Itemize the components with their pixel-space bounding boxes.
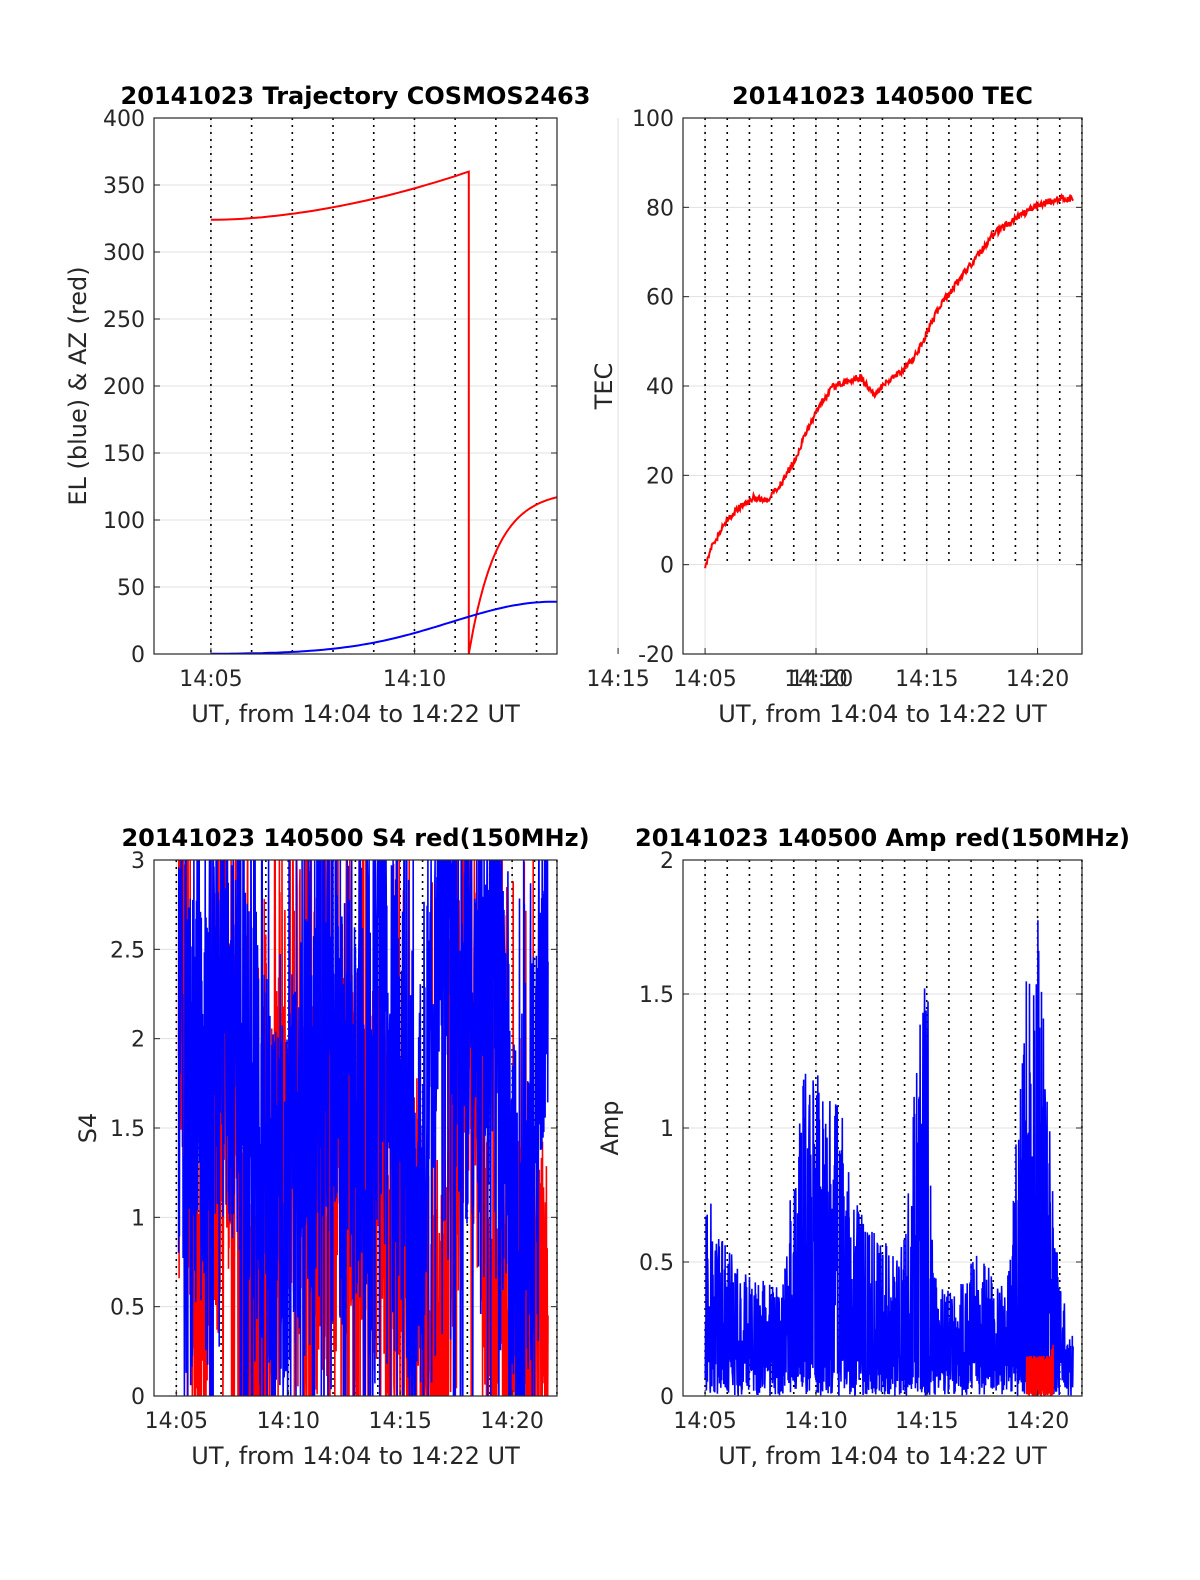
y-tick-label: 250 — [103, 308, 145, 333]
x-axis-label: UT, from 14:04 to 14:22 UT — [718, 700, 1047, 728]
x-tick-label: 14:15 — [895, 667, 958, 692]
series-line-amp-blue — [704, 920, 1074, 1396]
y-tick-label: 1 — [131, 1206, 145, 1231]
x-tick-label: 14:15 — [895, 1409, 958, 1434]
x-tick-label: 14:20 — [1006, 1409, 1069, 1434]
y-tick-label: 100 — [632, 107, 674, 132]
series-line-amp-red — [1025, 1344, 1054, 1396]
y-tick-label: 1.5 — [639, 983, 674, 1008]
y-tick-label: 0 — [131, 1385, 145, 1410]
series-line-s4-blue — [177, 860, 549, 1396]
series-line-tec — [704, 192, 1074, 569]
x-tick-label: 14:10 — [784, 667, 847, 692]
y-tick-label: 100 — [103, 509, 145, 534]
data-layer — [704, 920, 1074, 1396]
chart-title: 20141023 Trajectory COSMOS2463 — [121, 82, 591, 110]
y-tick-label: 0 — [660, 1385, 674, 1410]
x-tick-label: 14:20 — [1006, 667, 1069, 692]
amp-panel: 0 0.5 1 1.5 2 14:05 14:10 14:15 14:20 20141023 14… — [596, 824, 1130, 1470]
y-axis-label: Amp — [596, 1100, 624, 1155]
y-tick-label: 1 — [660, 1117, 674, 1142]
y-tick-label: 0.5 — [639, 1251, 674, 1276]
y-tick-label: 20 — [646, 464, 674, 489]
series-line-el — [210, 600, 557, 654]
x-tick-label: 14:10 — [784, 1409, 847, 1434]
x-tick-label: 14:20 — [790, 667, 853, 692]
x-tick-label: 14:10 — [383, 667, 446, 692]
x-tick-label: 14:10 — [257, 1409, 320, 1434]
y-tick-label: 300 — [103, 241, 145, 266]
y-tick-label: 1.5 — [110, 1117, 145, 1142]
x-tick-label: 14:20 — [480, 1409, 543, 1434]
y-axis-label: S4 — [74, 1113, 102, 1144]
y-tick-label: 350 — [103, 174, 145, 199]
y-tick-label: 3 — [131, 849, 145, 874]
tec-panel: -20 0 20 40 60 80 100 14:05 14:10 14:15 14:20 20141… — [590, 82, 1083, 728]
x-tick-label: 14:05 — [673, 1409, 736, 1434]
y-tick-label: 200 — [103, 375, 145, 400]
y-tick-label: 0 — [131, 643, 145, 668]
x-tick-label: 14:05 — [673, 667, 736, 692]
y-tick-label: 150 — [103, 442, 145, 467]
y-tick-label: -20 — [638, 643, 674, 668]
y-tick-label: 2 — [660, 849, 674, 874]
y-tick-label: 80 — [646, 196, 674, 221]
y-tick-label: 400 — [103, 107, 145, 132]
y-axis-label: TEC — [590, 363, 618, 411]
data-layer — [210, 170, 557, 654]
s4-panel: 0 0.5 1 1.5 2 2.5 3 14:05 14:10 14:15 14:20 2014102… — [74, 824, 590, 1470]
chart-title: 20141023 140500 Amp red(150MHz) — [635, 824, 1130, 852]
y-tick-label: 0.5 — [110, 1296, 145, 1321]
y-tick-label: 2 — [131, 1028, 145, 1053]
y-tick-label: 40 — [646, 375, 674, 400]
x-tick-label: 14:05 — [179, 667, 242, 692]
x-axis-label: UT, from 14:04 to 14:22 UT — [191, 700, 520, 728]
data-layer — [704, 192, 1074, 569]
data-layer — [177, 860, 549, 1396]
y-axis-label: EL (blue) & AZ (red) — [64, 266, 92, 505]
x-axis-label: UT, from 14:04 to 14:22 UT — [718, 1442, 1047, 1470]
x-tick-label: 14:15 — [586, 667, 649, 692]
y-tick-label: 2.5 — [110, 938, 145, 963]
series-line-az — [210, 170, 557, 654]
x-tick-label: 14:15 — [369, 1409, 432, 1434]
chart-title: 20141023 140500 TEC — [732, 82, 1033, 110]
y-tick-label: 0 — [660, 554, 674, 579]
y-tick-label: 60 — [646, 286, 674, 311]
chart-title: 20141023 140500 S4 red(150MHz) — [121, 824, 589, 852]
y-tick-label: 50 — [117, 576, 145, 601]
x-axis-label: UT, from 14:04 to 14:22 UT — [191, 1442, 520, 1470]
x-tick-label: 14:05 — [145, 1409, 208, 1434]
